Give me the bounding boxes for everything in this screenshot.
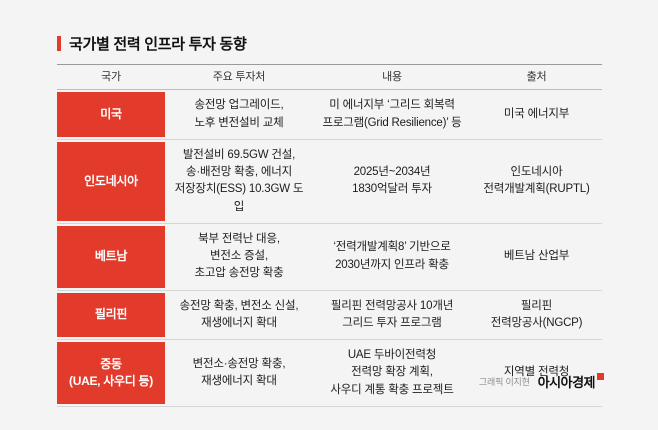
source-cell: 필리핀 전력망공사(NGCP): [490, 299, 583, 329]
country-cell: 인도네시아: [57, 140, 165, 223]
table-header-row: 국가 주요 투자처 내용 출처: [57, 64, 602, 91]
details-cell: 필리핀 전력망공사 10개년 그리드 투자 프로그램: [330, 299, 454, 329]
header-details: 내용: [382, 71, 402, 83]
table-row: 중동 (UAE, 사우디 등) 변전소·송전망 확충, 재생에너지 확대 UAE…: [57, 340, 602, 407]
source-cell: 지역별 전력청: [503, 366, 570, 379]
country-label: 필리핀: [57, 292, 165, 338]
country-cell: 필리핀: [57, 291, 165, 340]
investments-cell: 변전소·송전망 확충, 재생에너지 확대: [192, 357, 286, 387]
country-cell: 중동 (UAE, 사우디 등): [57, 340, 165, 406]
details-cell: UAE 두바이전력청 전력망 확장 계획, 사우디 계통 확충 프로젝트: [330, 349, 454, 396]
details-cell: ‘전력개발계획8’ 기반으로 2030년까지 인프라 확충: [333, 241, 451, 271]
header-investments: 주요 투자처: [212, 71, 266, 83]
header-country: 국가: [101, 71, 121, 83]
investments-cell: 송전망 확충, 변전소 신설, 재생에너지 확대: [179, 299, 299, 329]
country-label: 미국: [57, 92, 165, 137]
brand-logo: 아시아경제: [538, 372, 604, 391]
country-label: 인도네시아: [57, 141, 165, 221]
table-row: 베트남 북부 전력난 대응, 변전소 증설, 초고압 송전망 확충 ‘전력개발계…: [57, 224, 602, 291]
brand-logo-mark-icon: [597, 373, 604, 380]
country-investment-table: 국가 주요 투자처 내용 출처 미국 송전망 업그레이드, 노후 변전설비 교체…: [57, 64, 602, 407]
title-accent-bar: [57, 36, 61, 51]
table-row: 필리핀 송전망 확충, 변전소 신설, 재생에너지 확대 필리핀 전력망공사 1…: [57, 291, 602, 341]
details-cell: 미 에너지부 ‘그리드 회복력 프로그램(Grid Resilience)’ 등: [322, 99, 462, 129]
table-body: 미국 송전망 업그레이드, 노후 변전설비 교체 미 에너지부 ‘그리드 회복력…: [57, 90, 602, 407]
table-row: 미국 송전망 업그레이드, 노후 변전설비 교체 미 에너지부 ‘그리드 회복력…: [57, 90, 602, 140]
country-cell: 베트남: [57, 224, 165, 290]
country-label: 베트남: [57, 225, 165, 288]
details-cell: 2025년~2034년 1830억달러 투자: [352, 166, 432, 196]
source-cell: 베트남 산업부: [503, 250, 570, 263]
source-cell: 인도네시아 전력개발계획(RUPTL): [483, 166, 590, 196]
page-title: 국가별 전력 인프라 투자 동향: [69, 36, 247, 53]
table-row: 인도네시아 발전설비 69.5GW 건설, 송·배전망 확충, 에너지 저장장치…: [57, 140, 602, 224]
brand-name: 아시아경제: [537, 375, 596, 390]
source-cell: 미국 에너지부: [503, 107, 570, 120]
title-block: 국가별 전력 인프라 투자 동향: [57, 33, 247, 54]
investments-cell: 송전망 업그레이드, 노후 변전설비 교체: [194, 99, 284, 129]
credit-block: 그래픽 이지현 아시아경제: [479, 372, 604, 391]
investments-cell: 발전설비 69.5GW 건설, 송·배전망 확충, 에너지 저장장치(ESS) …: [174, 148, 304, 213]
country-cell: 미국: [57, 90, 165, 139]
graphic-credit: 그래픽 이지현: [478, 377, 530, 387]
investments-cell: 북부 전력난 대응, 변전소 증설, 초고압 송전망 확충: [194, 232, 284, 280]
country-label: 중동 (UAE, 사우디 등): [57, 342, 165, 404]
header-source: 출처: [526, 71, 547, 83]
